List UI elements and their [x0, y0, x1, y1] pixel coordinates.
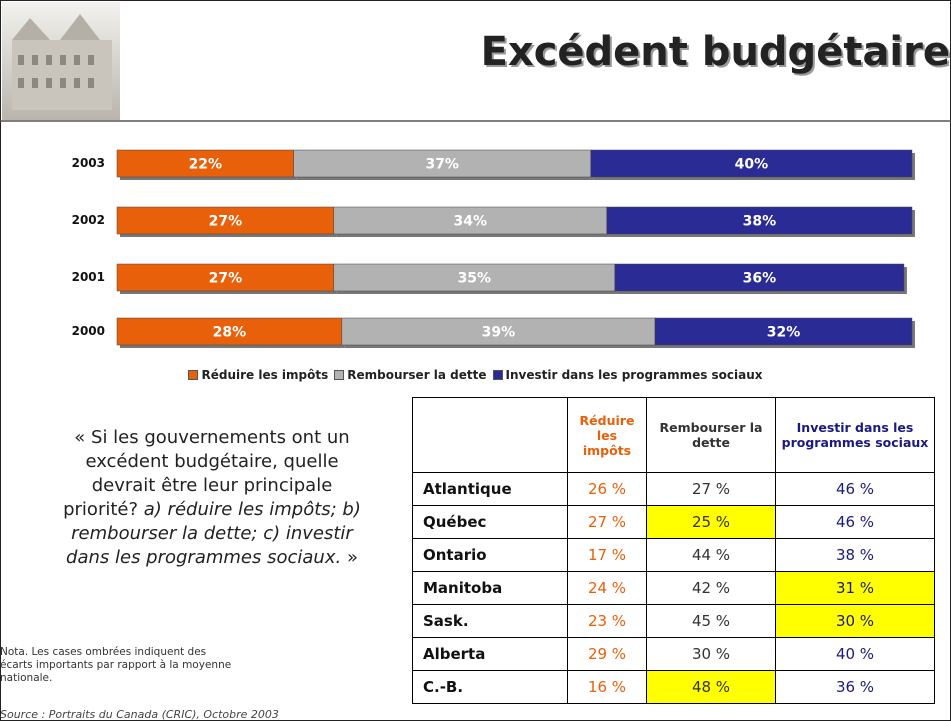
- note: Nota. Les cases ombrées indiquent des éc…: [0, 646, 232, 684]
- y-tick-label: 2001: [72, 270, 105, 284]
- value-cell: 30 %: [775, 604, 935, 638]
- column-header: Rembourser la dette: [646, 397, 776, 473]
- y-tick-label: 2002: [72, 213, 105, 227]
- quote: « Si les gouvernements ont un excédent b…: [62, 426, 362, 570]
- value-cell: 48 %: [646, 670, 776, 704]
- value-label: 39%: [482, 325, 516, 341]
- table-row: Sask. 23 % 45 % 30 %: [412, 604, 935, 638]
- bar-segment: [614, 263, 905, 292]
- value-cell: 42 %: [646, 571, 776, 605]
- bar-segment: [606, 206, 913, 235]
- title-shadow: Excédent budgétaire: [483, 31, 951, 77]
- bar-segment: [654, 317, 913, 346]
- value-cell: 17 %: [567, 538, 647, 572]
- table-row: Alberta 29 % 30 % 40 %: [412, 637, 935, 671]
- value-label: 37%: [425, 157, 459, 173]
- value-cell: 25 %: [646, 505, 776, 539]
- value-label: 40%: [735, 157, 769, 173]
- legend-swatch: [188, 370, 199, 380]
- column-header: Investir dans les programmes sociaux: [775, 397, 935, 473]
- y-tick-label: 2000: [72, 324, 105, 338]
- legend-item: Rembourser la dette: [334, 368, 487, 382]
- legend-item: Réduire les impôts: [188, 368, 328, 382]
- value-cell: 27 %: [567, 505, 647, 539]
- value-cell: 30 %: [646, 637, 776, 671]
- region-cell: Atlantique: [412, 472, 568, 506]
- legend-label: Investir dans les programmes sociaux: [505, 368, 763, 382]
- quote-options: a) réduire les impôts; b) rembourser la …: [66, 499, 361, 568]
- value-label: 36%: [743, 271, 777, 287]
- value-cell: 29 %: [567, 637, 647, 671]
- y-tick-label: 2003: [72, 156, 105, 170]
- region-table: Réduire les impôts Rembourser la dette Inv…: [412, 397, 935, 704]
- value-cell: 38 %: [775, 538, 935, 572]
- value-label: 34%: [454, 214, 488, 230]
- bar-segment: [116, 206, 335, 235]
- value-cell: 46 %: [775, 505, 935, 539]
- value-cell: 46 %: [775, 472, 935, 506]
- corner-cell: [412, 397, 568, 473]
- value-label: 27%: [209, 214, 243, 230]
- value-label: 35%: [458, 271, 492, 287]
- legend-swatch: [334, 370, 345, 380]
- region-cell: Sask.: [412, 604, 568, 638]
- legend-item: Investir dans les programmes sociaux: [492, 368, 763, 382]
- value-label: 22%: [189, 157, 223, 173]
- bar-segment: [590, 149, 913, 178]
- region-cell: Québec: [412, 505, 568, 539]
- header-row: Réduire les impôts Rembourser la dette Inv…: [412, 397, 935, 473]
- region-cell: Ontario: [412, 538, 568, 572]
- region-cell: Manitoba: [412, 571, 568, 605]
- value-cell: 31 %: [775, 571, 935, 605]
- table-row: C.-B. 16 % 48 % 36 %: [412, 670, 935, 704]
- value-cell: 23 %: [567, 604, 647, 638]
- value-cell: 36 %: [775, 670, 935, 704]
- bar-segment: [333, 263, 616, 292]
- column-header: Réduire les impôts: [567, 397, 647, 473]
- bar-segment: [116, 263, 335, 292]
- value-label: 27%: [209, 271, 243, 287]
- title: Excédent budgétaire: [481, 29, 950, 75]
- legend-label: Rembourser la dette: [347, 368, 487, 382]
- value-cell: 24 %: [567, 571, 647, 605]
- value-cell: 26 %: [567, 472, 647, 506]
- source: Source : Portraits du Canada (CRIC), Oct…: [0, 708, 279, 721]
- legend-label: Réduire les impôts: [201, 368, 329, 382]
- table-row: Atlantique 26 % 27 % 46 %: [412, 472, 935, 506]
- table-row: Manitoba 24 % 42 % 31 %: [412, 571, 935, 605]
- quote-text: « Si les gouvernements ont un excédent b…: [63, 427, 350, 520]
- legend-swatch: [492, 370, 503, 380]
- value-cell: 45 %: [646, 604, 776, 638]
- value-label: 38%: [743, 214, 777, 230]
- region-cell: Alberta: [412, 637, 568, 671]
- table-row: Ontario 17 % 44 % 38 %: [412, 538, 935, 572]
- legend: Réduire les impôts Rembourser la dette Inv…: [0, 368, 951, 382]
- bar-segment: [293, 149, 592, 178]
- bar-segment: [341, 317, 656, 346]
- value-label: 28%: [213, 325, 247, 341]
- value-cell: 44 %: [646, 538, 776, 572]
- quote-close: »: [346, 547, 358, 568]
- region-cell: C.-B.: [412, 670, 568, 704]
- bar-segment: [116, 317, 343, 346]
- bar-segment: [333, 206, 608, 235]
- bar-segment: [116, 149, 294, 178]
- value-cell: 40 %: [775, 637, 935, 671]
- value-cell: 16 %: [567, 670, 647, 704]
- header-photo: [2, 2, 120, 120]
- value-cell: 27 %: [646, 472, 776, 506]
- table-row: Québec 27 % 25 % 46 %: [412, 505, 935, 539]
- value-label: 32%: [767, 325, 801, 341]
